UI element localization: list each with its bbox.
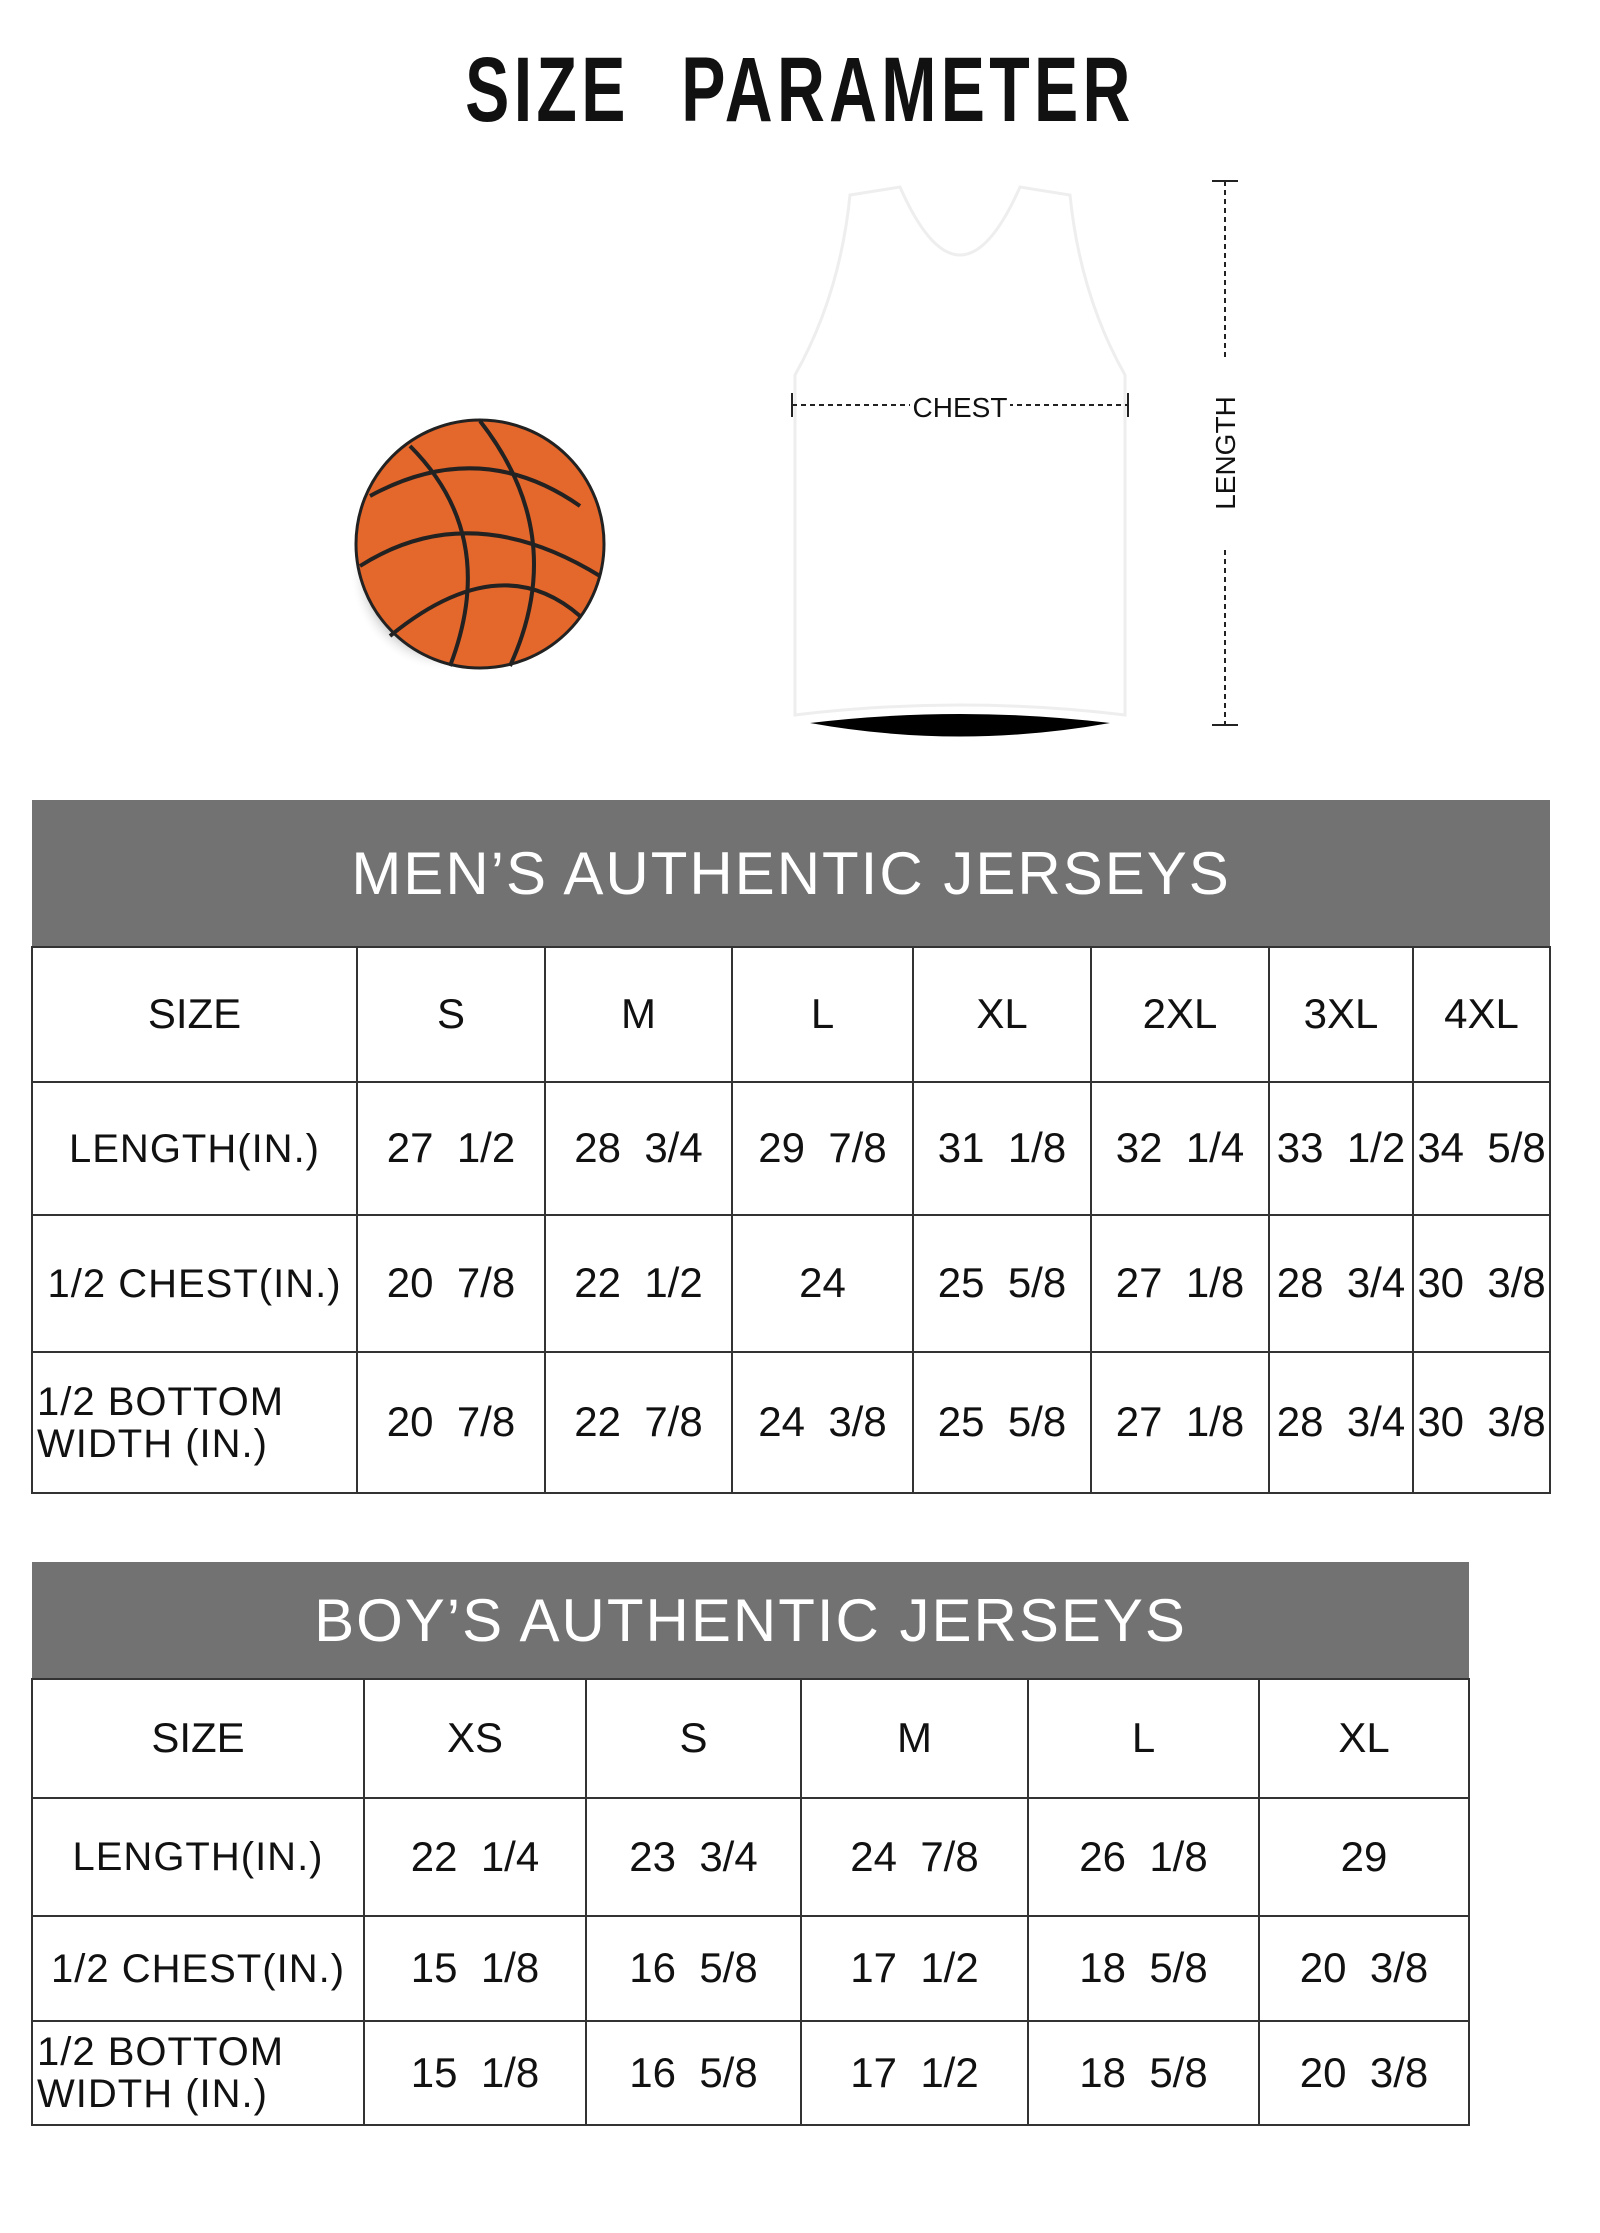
mens-table-heading: MEN’S AUTHENTIC JERSEYS [32,800,1551,947]
row-label: 1/2 BOTTOM WIDTH (IN.) [31,2020,365,2126]
measurement-cell: 17 1/2 [800,1915,1029,2022]
size-column-header: M [544,946,733,1083]
length-measure: LENGTH [1205,180,1245,726]
size-column-header: S [356,946,546,1083]
size-label: SIZE [31,946,358,1083]
chest-label: CHEST [913,392,1008,423]
size-column-header: L [1027,1678,1260,1799]
measurement-cell: 20 3/8 [1257,2020,1471,2126]
size-column-header: XS [363,1678,587,1799]
measurement-cell: 26 1/8 [1027,1797,1260,1917]
size-label: SIZE [31,1678,365,1799]
measurement-cell: 30 3/8 [1411,1351,1552,1494]
size-header-row: SIZE XS S M L XL [31,1678,1471,1799]
mens-size-table: MEN’S AUTHENTIC JERSEYS SIZE S M L XL 2XL 3XL 4… [31,800,1552,1494]
measurement-cell: 31 1/8 [912,1081,1092,1216]
measurement-cell: 20 7/8 [356,1351,546,1494]
measurement-cell: 25 5/8 [912,1351,1092,1494]
measurement-cell: 16 5/8 [585,2020,802,2126]
table-row: 1/2 CHEST(IN.) 15 1/8 16 5/8 17 1/2 18 5/8 20… [31,1915,1471,2022]
measurement-cell: 34 5/8 [1411,1081,1552,1216]
measurement-cell: 29 [1257,1797,1471,1917]
size-column-header: 4XL [1411,946,1552,1083]
measurement-cell: 25 5/8 [912,1214,1092,1353]
boys-size-table: BOY’S AUTHENTIC JERSEYS SIZE XS S M L XL LENGT… [31,1562,1471,2126]
measurement-cell: 18 5/8 [1027,1915,1260,2022]
measurement-cell: 33 1/2 [1268,1081,1414,1216]
measurement-cell: 27 1/8 [1090,1214,1270,1353]
measurement-cell: 20 7/8 [356,1214,546,1353]
measurement-cell: 28 3/4 [1268,1214,1414,1353]
table-row: 1/2 BOTTOM WIDTH (IN.) 15 1/8 16 5/8 17 1/2… [31,2020,1471,2126]
row-label: 1/2 CHEST(IN.) [31,1214,358,1353]
page-title: SIZE PARAMETER [465,39,1135,141]
measurement-cell: 24 3/8 [731,1351,914,1494]
measurement-cell: 22 1/2 [544,1214,733,1353]
measurement-cell: 27 1/2 [356,1081,546,1216]
boys-table-heading: BOY’S AUTHENTIC JERSEYS [32,1562,1470,1679]
measurement-cell: 18 5/8 [1027,2020,1260,2126]
size-column-header: M [800,1678,1029,1799]
measurement-cell: 24 7/8 [800,1797,1029,1917]
size-column-header: 2XL [1090,946,1270,1083]
row-label: LENGTH(IN.) [31,1081,358,1216]
measurement-cell: 28 3/4 [1268,1351,1414,1494]
table-row: LENGTH(IN.) 22 1/4 23 3/4 24 7/8 26 1/8 29 [31,1797,1471,1917]
size-column-header: 3XL [1268,946,1414,1083]
measurement-cell: 22 1/4 [363,1797,587,1917]
size-column-header: XL [912,946,1092,1083]
measurement-cell: 28 3/4 [544,1081,733,1216]
size-column-header: L [731,946,914,1083]
measurement-cell: 15 1/8 [363,1915,587,2022]
basketball-icon [350,418,606,671]
measurement-cell: 15 1/8 [363,2020,587,2126]
table-row: 1/2 CHEST(IN.) 20 7/8 22 1/2 24 25 5/8 27 1/8… [31,1214,1552,1353]
measurement-cell: 29 7/8 [731,1081,914,1216]
table-row: 1/2 BOTTOM WIDTH (IN.) 20 7/8 22 7/8 24 3/8… [31,1351,1552,1494]
row-label: 1/2 BOTTOM WIDTH (IN.) [31,1351,358,1494]
measurement-cell: 22 7/8 [544,1351,733,1494]
row-label: 1/2 CHEST(IN.) [31,1915,365,2022]
size-column-header: S [585,1678,802,1799]
measurement-cell: 16 5/8 [585,1915,802,2022]
table-row: LENGTH(IN.) 27 1/2 28 3/4 29 7/8 31 1/8 32 1/… [31,1081,1552,1216]
measurement-cell: 20 3/8 [1257,1915,1471,2022]
row-label: LENGTH(IN.) [31,1797,365,1917]
size-header-row: SIZE S M L XL 2XL 3XL 4XL [31,946,1552,1083]
measurement-cell: 23 3/4 [585,1797,802,1917]
measurement-cell: 32 1/4 [1090,1081,1270,1216]
measurement-cell: 27 1/8 [1090,1351,1270,1494]
jersey-diagram: CHEST [791,185,1129,737]
measurement-cell: 30 3/8 [1411,1214,1552,1353]
size-column-header: XL [1257,1678,1471,1799]
measurement-cell: 17 1/2 [800,2020,1029,2126]
length-label: LENGTH [1210,396,1241,510]
measurement-cell: 24 [731,1214,914,1353]
